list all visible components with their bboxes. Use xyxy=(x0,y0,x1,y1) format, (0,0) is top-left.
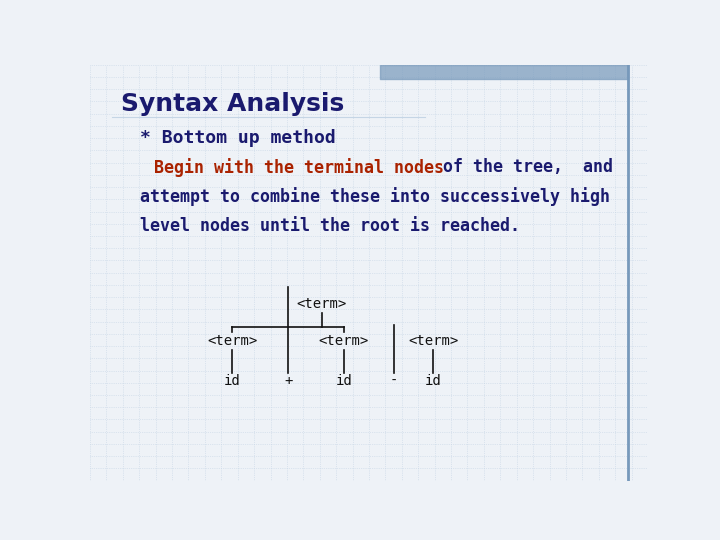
Text: * Bottom up method: * Bottom up method xyxy=(140,129,336,147)
Text: <term>: <term> xyxy=(319,334,369,348)
Text: +: + xyxy=(284,374,292,388)
Text: Syntax Analysis: Syntax Analysis xyxy=(121,92,344,116)
Text: -: - xyxy=(390,374,398,388)
Text: <term>: <term> xyxy=(408,334,459,348)
Text: of the tree,  and: of the tree, and xyxy=(433,158,613,177)
Text: attempt to combine these into successively high: attempt to combine these into successive… xyxy=(140,187,611,206)
Text: <term>: <term> xyxy=(297,297,347,311)
Text: Begin with the terminal nodes: Begin with the terminal nodes xyxy=(154,158,444,177)
Text: id: id xyxy=(336,374,352,388)
Text: level nodes until the root is reached.: level nodes until the root is reached. xyxy=(140,217,521,234)
Text: id: id xyxy=(425,374,441,388)
Text: <term>: <term> xyxy=(207,334,258,348)
Text: id: id xyxy=(224,374,240,388)
